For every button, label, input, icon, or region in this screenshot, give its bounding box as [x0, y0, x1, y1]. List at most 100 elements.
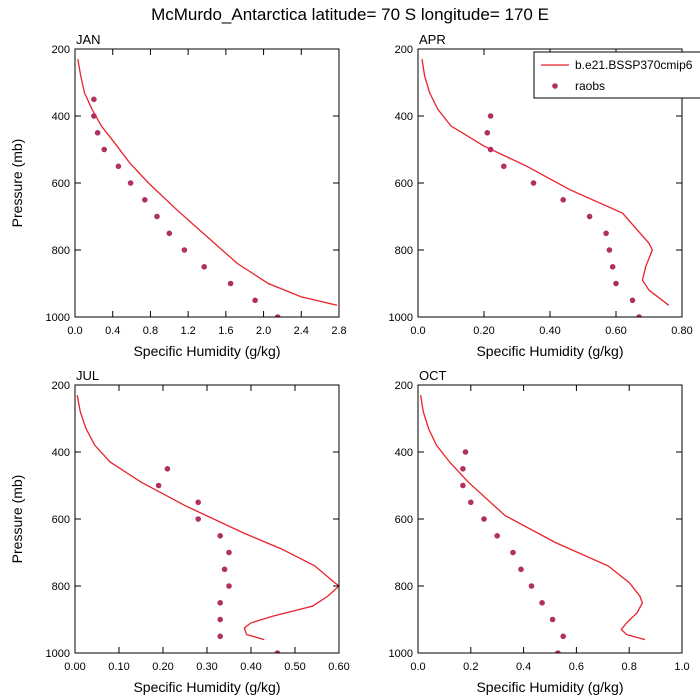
- y-tick-label-apr-4: 1000: [389, 312, 413, 324]
- raobs-point-oct-4: [481, 516, 487, 522]
- legend-entry-model: b.e21.BSSP370cmip6: [575, 58, 693, 72]
- raobs-point-jan-12: [252, 297, 258, 304]
- x-tick-label-jul-0: 0.00: [64, 661, 85, 673]
- raobs-point-apr-7: [603, 230, 609, 237]
- panel-jul: JUL 0.00 0.10 0.20 0.30 0.40 0.50 0.60 200 400 60…: [9, 368, 350, 695]
- y-tick-label-jul-4: 1000: [46, 648, 70, 660]
- axes-frame-jan: [74, 48, 340, 318]
- x-tick-label-jul-1: 0.10: [108, 661, 129, 673]
- raobs-point-jan-5: [127, 180, 134, 186]
- y-tick-label-apr-0: 200: [395, 44, 413, 56]
- raobs-point-jan-1: [91, 113, 97, 119]
- raobs-point-jul-5: [226, 549, 232, 556]
- raobs-point-jan-11: [227, 280, 234, 287]
- raobs-point-oct-6: [510, 549, 516, 556]
- x-tick-label-jan-4: 1.6: [218, 325, 233, 337]
- raobs-point-apr-8: [606, 247, 613, 253]
- x-axis-title-jan: Specific Humidity (g/kg): [133, 343, 280, 359]
- panel-apr: APR 0.0 0.20 0.40 0.60 0.80 200 400 600 800 1000 S…: [389, 32, 693, 359]
- raobs-point-oct-3: [468, 499, 474, 506]
- raobs-point-apr-9: [609, 264, 616, 270]
- raobs-point-jan-0: [91, 96, 97, 103]
- y-tick-label-jul-0: 200: [52, 380, 70, 392]
- raobs-point-jul-8: [217, 600, 223, 606]
- y-tick-label-jul-2: 600: [52, 514, 70, 526]
- x-axis-title-jul: Specific Humidity (g/kg): [133, 679, 280, 695]
- y-tick-label-oct-4: 1000: [389, 648, 413, 660]
- y-tick-label-oct-3: 800: [395, 581, 413, 593]
- x-tick-label-jul-5: 0.50: [284, 661, 305, 673]
- raobs-point-jan-8: [166, 230, 173, 237]
- raobs-point-jul-0: [164, 466, 171, 472]
- x-tick-label-apr-2: 0.40: [539, 325, 560, 337]
- raobs-point-apr-2: [487, 146, 494, 153]
- figure-title: McMurdo_Antarctica latitude= 70 S longit…: [151, 5, 549, 24]
- raobs-point-oct-1: [460, 466, 466, 472]
- x-tick-label-jan-7: 2.8: [331, 325, 346, 337]
- legend-entry-obs: raobs: [575, 79, 605, 93]
- raobs-point-jul-3: [195, 516, 201, 522]
- raobs-point-jan-10: [201, 264, 207, 270]
- x-axis-title-oct: Specific Humidity (g/kg): [476, 679, 623, 695]
- axes-frame-oct: [417, 384, 683, 654]
- raobs-point-jul-7: [226, 583, 232, 589]
- raobs-point-jul-6: [221, 566, 228, 573]
- model-profile-line-jan: [77, 58, 338, 306]
- raobs-point-apr-3: [501, 163, 507, 170]
- y-tick-label-oct-1: 400: [395, 447, 413, 459]
- x-axis-title-apr: Specific Humidity (g/kg): [476, 343, 623, 359]
- plot-area-apr: [421, 58, 670, 317]
- raobs-point-oct-8: [528, 583, 535, 589]
- x-tick-label-oct-1: 0.2: [463, 661, 478, 673]
- x-tick-label-oct-4: 0.8: [622, 661, 637, 673]
- x-tick-label-jan-6: 2.4: [294, 325, 309, 337]
- raobs-point-apr-11: [629, 297, 636, 304]
- x-tick-label-apr-0: 0.0: [410, 325, 425, 337]
- x-tick-label-oct-2: 0.4: [516, 661, 531, 673]
- raobs-point-oct-5: [494, 533, 501, 539]
- raobs-point-apr-4: [530, 180, 537, 186]
- raobs-point-oct-9: [539, 600, 545, 606]
- legend: b.e21.BSSP370cmip6 raobs: [533, 51, 700, 99]
- y-tick-label-jan-1: 400: [52, 111, 70, 123]
- raobs-point-apr-5: [560, 197, 566, 203]
- y-tick-label-jul-1: 400: [52, 447, 70, 459]
- raobs-point-jan-13: [274, 314, 281, 317]
- x-tick-label-jan-1: 0.4: [105, 325, 120, 337]
- raobs-point-oct-0: [462, 449, 469, 455]
- x-tick-label-jan-2: 0.8: [143, 325, 158, 337]
- raobs-point-oct-10: [549, 616, 556, 623]
- y-tick-label-oct-2: 600: [395, 514, 413, 526]
- raobs-point-apr-12: [636, 314, 642, 317]
- panel-label-apr: APR: [419, 32, 446, 47]
- panel-oct: OCT 0.0 0.2 0.4 0.6 0.8 1.0 200 400 600 800 1000 Sp…: [389, 368, 690, 695]
- y-tick-label-jan-3: 800: [52, 245, 70, 257]
- x-tick-label-apr-3: 0.60: [605, 325, 626, 337]
- plot-area-jul: [76, 394, 339, 653]
- model-profile-line-oct: [419, 394, 646, 641]
- x-tick-label-oct-3: 0.6: [569, 661, 584, 673]
- y-tick-label-jul-3: 800: [52, 581, 70, 593]
- x-tick-label-jul-4: 0.40: [240, 661, 261, 673]
- model-profile-line-apr: [421, 58, 670, 306]
- x-tick-label-jan-5: 2.0: [256, 325, 271, 337]
- y-tick-label-apr-3: 800: [395, 245, 413, 257]
- plot-area-jan: [77, 58, 338, 317]
- y-tick-label-jan-2: 600: [52, 178, 70, 190]
- x-tick-label-jan-3: 1.2: [180, 325, 195, 337]
- raobs-point-jan-7: [154, 213, 160, 220]
- y-tick-label-oct-0: 200: [395, 380, 413, 392]
- x-tick-label-apr-4: 0.80: [671, 325, 692, 337]
- panel-label-oct: OCT: [419, 368, 447, 383]
- raobs-point-oct-12: [555, 650, 561, 653]
- y-axis-title-jan: Pressure (mb): [9, 139, 25, 228]
- panel-label-jul: JUL: [76, 368, 99, 383]
- y-tick-label-jan-0: 200: [52, 44, 70, 56]
- raobs-point-apr-1: [484, 130, 491, 136]
- y-axis-title-jul: Pressure (mb): [9, 475, 25, 564]
- model-profile-line-jul: [76, 394, 339, 641]
- raobs-point-jan-3: [101, 146, 107, 153]
- plot-area-oct: [419, 394, 646, 653]
- panel-jan: JAN 0.0 0.4 0.8 1.2 1.6 2.0 2.4 2.8 200 400 600 800…: [9, 32, 347, 359]
